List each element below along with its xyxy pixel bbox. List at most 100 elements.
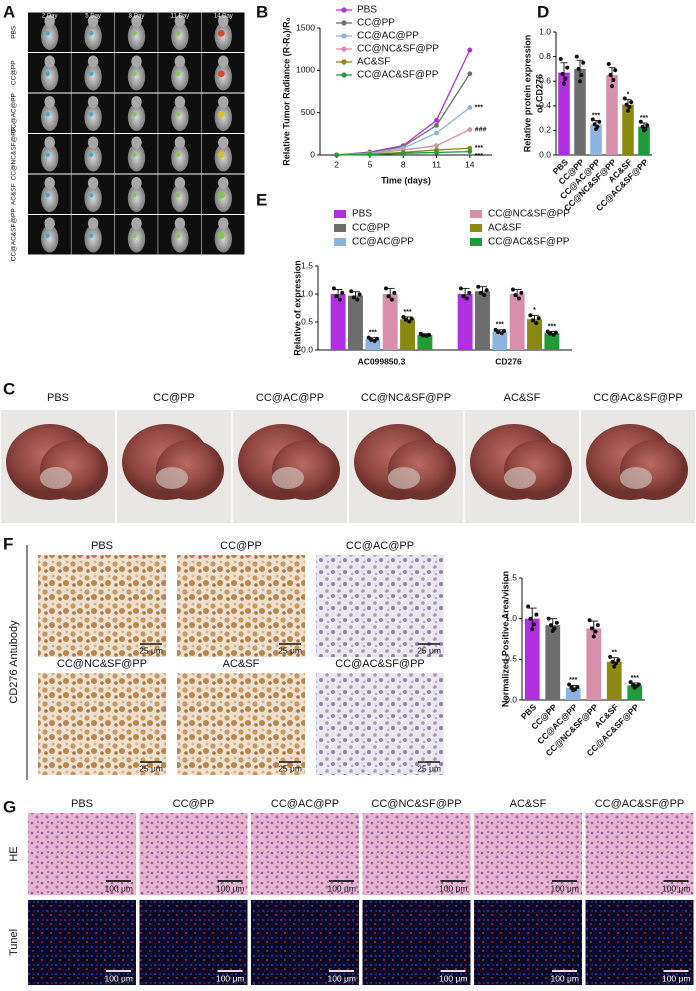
significance: *** <box>569 677 577 684</box>
signal-spot <box>88 31 94 36</box>
y-axis-title: Relative Tumor Radiance (R-R₀)/R₀ <box>281 17 291 165</box>
significance: *** <box>369 330 377 337</box>
y-axis-title: of CD276 <box>534 74 544 113</box>
mouse-body <box>171 62 189 91</box>
significance: *** <box>496 322 504 329</box>
significance: ### <box>475 126 487 133</box>
signal-spot <box>132 112 137 117</box>
group-label: PBS <box>11 25 18 39</box>
day-label: 2 Day <box>42 14 58 20</box>
mouse-body <box>84 143 102 172</box>
bar <box>400 319 415 350</box>
data-point <box>340 290 345 295</box>
mouse-head <box>87 217 99 230</box>
day-label: 11 Day <box>171 14 190 20</box>
scale-label: 100 μm <box>327 883 356 893</box>
signal-spot <box>132 71 137 76</box>
day-label: 14 Day <box>214 14 233 20</box>
ihc-image <box>316 555 444 657</box>
data-point <box>622 96 627 101</box>
legend-swatch <box>334 238 346 246</box>
data-point <box>629 100 634 105</box>
legend-swatch <box>334 210 346 218</box>
mouse-body <box>214 143 232 172</box>
data-point <box>516 296 521 301</box>
image-label: AC&SF <box>510 798 547 810</box>
photo-label: AC&SF <box>504 392 541 404</box>
image-label: CC@AC&SF@PP <box>595 798 685 810</box>
data-point <box>534 612 539 617</box>
data-point <box>467 145 473 151</box>
y-tick-label: 1500 <box>296 22 315 32</box>
data-point <box>464 296 469 301</box>
tunel-image <box>139 900 248 985</box>
mouse-head <box>218 177 229 189</box>
mouse-body <box>171 103 189 132</box>
data-point <box>591 634 596 639</box>
data-point <box>628 680 633 685</box>
data-point <box>534 321 539 326</box>
data-point <box>367 152 373 157</box>
signal-spot <box>217 110 225 118</box>
data-point <box>592 122 597 127</box>
data-point <box>389 297 394 302</box>
x-tick-label: CD276 <box>495 356 522 366</box>
signal-spot <box>175 71 181 76</box>
image-label: CC@PP <box>220 540 262 552</box>
legend-marker <box>341 46 347 52</box>
data-point <box>597 119 602 124</box>
ihc-image <box>177 555 305 657</box>
tunel-image <box>474 900 582 985</box>
bar <box>545 625 561 700</box>
data-point <box>554 620 559 625</box>
mouse-head <box>131 177 142 189</box>
data-point <box>351 295 356 300</box>
data-point <box>560 71 565 76</box>
data-point <box>334 152 340 158</box>
data-point <box>606 61 611 66</box>
legend-marker <box>341 59 347 65</box>
group-label: CC@AC@PP <box>11 93 18 133</box>
bar <box>638 126 650 155</box>
legend-swatch <box>470 210 482 218</box>
data-point <box>434 150 439 155</box>
data-point <box>526 604 531 609</box>
data-point <box>574 54 579 59</box>
data-point <box>611 77 616 82</box>
scale-label: 100 μm <box>216 883 245 893</box>
signal-spot <box>88 193 94 198</box>
mouse-head <box>174 136 186 149</box>
legend-marker <box>341 33 347 39</box>
data-point <box>546 616 551 621</box>
data-point <box>383 286 388 291</box>
signal-spot <box>88 71 94 76</box>
mouse-head <box>44 55 55 68</box>
data-point <box>434 143 439 149</box>
scale-label: 100 μm <box>327 973 356 983</box>
data-point <box>434 117 439 123</box>
tunel-image <box>251 900 359 985</box>
legend-label: CC@PP <box>357 18 395 29</box>
data-point <box>519 290 524 295</box>
mouse-body <box>84 224 102 253</box>
legend-label: PBS <box>352 209 372 220</box>
legend-label: CC@PP <box>352 223 390 234</box>
data-point <box>530 627 535 632</box>
legend-label: CC@NC&SF@PP <box>488 209 570 220</box>
data-point <box>595 623 600 628</box>
data-point <box>434 122 439 128</box>
data-point <box>645 123 650 128</box>
image-label: CC@AC@PP <box>271 798 339 810</box>
signal-spot <box>45 71 50 76</box>
photo-label: PBS <box>47 392 69 404</box>
group-label: CC@AC&SF@PP <box>11 208 18 261</box>
data-point <box>548 623 553 628</box>
y-tick-label: 0.0 <box>539 149 551 159</box>
scale-label: 25 μm <box>417 645 441 655</box>
data-point <box>536 316 541 321</box>
significance: *** <box>403 309 411 316</box>
bar <box>558 72 570 155</box>
legend-label: CC@AC&SF@PP <box>357 70 439 81</box>
mouse-head <box>218 96 229 108</box>
x-tick-label: 2 <box>334 159 339 169</box>
